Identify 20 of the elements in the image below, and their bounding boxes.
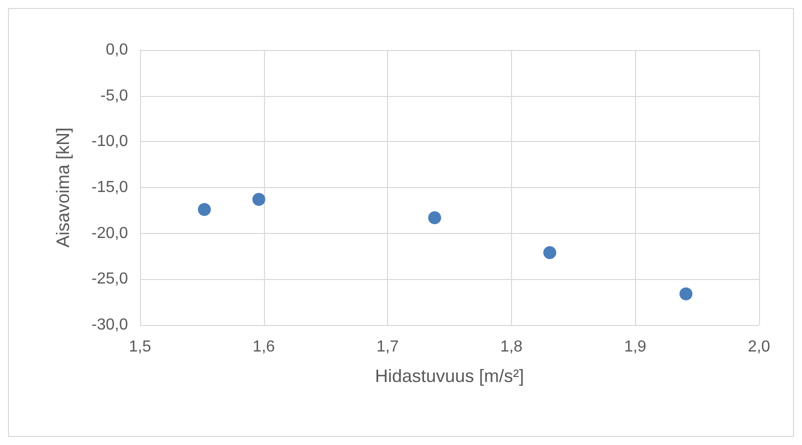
x-axis-title: Hidastuvuus [m/s²]	[374, 366, 524, 386]
x-tick-label: 1,9	[624, 338, 646, 356]
y-tick-label: -20,0	[92, 224, 128, 242]
x-tick-label: 1,7	[376, 338, 399, 356]
y-tick-label: -5,0	[100, 87, 128, 104]
y-tick-label: -15,0	[92, 179, 128, 196]
point	[252, 192, 266, 206]
x-tick-label: 2,0	[748, 338, 770, 356]
point	[543, 246, 556, 260]
y-tick-label: -30,0	[92, 316, 128, 334]
y-axis-title: Aisavoima [kN]	[53, 127, 73, 248]
y-tick-label: 0,0	[106, 42, 128, 58]
point	[428, 211, 442, 224]
point	[198, 203, 211, 216]
x-tick-label: 1,6	[252, 338, 276, 356]
x-tick-label: 1,8	[500, 338, 523, 356]
y-tick-label: -25,0	[92, 270, 128, 288]
x-tick-label: 1,5	[128, 338, 152, 356]
y-tick-label: -10,0	[92, 133, 128, 150]
point	[679, 287, 692, 300]
